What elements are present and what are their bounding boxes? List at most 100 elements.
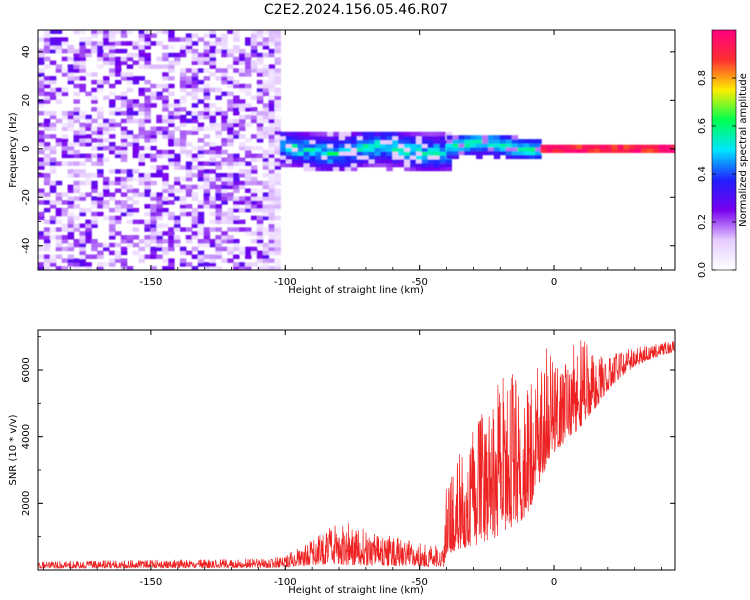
heatmap-cell bbox=[38, 138, 45, 143]
heatmap-cell bbox=[274, 45, 282, 50]
heatmap-cell bbox=[109, 215, 116, 221]
snr-x-label: Height of straight line (km) bbox=[288, 585, 424, 596]
heatmap-cell bbox=[97, 196, 104, 201]
heatmap-cell bbox=[297, 147, 305, 152]
heatmap-cell bbox=[49, 145, 57, 151]
heatmap-cell bbox=[433, 139, 441, 145]
heatmap-cell bbox=[73, 48, 81, 54]
heatmap-cell bbox=[168, 76, 175, 81]
heatmap-cell bbox=[221, 41, 228, 46]
heatmap-cell bbox=[274, 114, 282, 120]
heatmap-cell bbox=[114, 64, 122, 69]
heatmap-cell bbox=[433, 166, 441, 172]
heatmap-cell bbox=[421, 159, 429, 164]
heatmap-cell bbox=[250, 107, 258, 112]
heatmap-cell bbox=[73, 107, 81, 112]
heatmap-cell bbox=[209, 45, 217, 50]
heatmap-cell bbox=[262, 83, 270, 89]
heatmap-cell bbox=[274, 242, 282, 248]
heatmap-cell bbox=[179, 72, 187, 77]
heatmap-cell bbox=[114, 41, 122, 46]
heatmap-cell bbox=[209, 118, 217, 124]
heatmap-cell bbox=[327, 131, 334, 137]
heatmap-cell bbox=[197, 223, 205, 228]
heatmap-cell bbox=[511, 143, 519, 148]
heatmap-cell bbox=[215, 215, 222, 221]
heatmap-cell bbox=[174, 56, 181, 62]
heatmap-cell bbox=[327, 162, 334, 168]
heatmap-cell bbox=[144, 107, 151, 112]
heatmap-cell bbox=[168, 215, 175, 221]
heatmap-cell bbox=[239, 227, 246, 232]
heatmap-cell bbox=[239, 122, 246, 128]
heatmap-cell bbox=[203, 173, 211, 178]
heatmap-cell bbox=[138, 258, 146, 263]
heatmap-cell bbox=[576, 148, 583, 153]
heatmap-cell bbox=[268, 266, 276, 270]
heatmap-cell bbox=[126, 64, 134, 69]
heatmap-cell bbox=[315, 131, 322, 137]
heatmap-cell bbox=[227, 64, 234, 69]
heatmap-cell bbox=[215, 254, 222, 259]
heatmap-cell bbox=[470, 143, 477, 148]
heatmap-cell bbox=[233, 118, 240, 124]
heatmap-cell bbox=[344, 162, 352, 168]
heatmap-cell bbox=[227, 91, 234, 97]
heatmap-cell bbox=[623, 144, 630, 150]
heatmap-cell bbox=[126, 169, 134, 174]
heatmap-cell bbox=[262, 68, 270, 73]
heatmap-cell bbox=[333, 139, 340, 145]
heatmap-cell bbox=[221, 48, 228, 54]
heatmap-cell bbox=[256, 87, 264, 93]
heatmap-cell bbox=[268, 122, 276, 128]
heatmap-cell bbox=[250, 204, 258, 209]
heatmap-cell bbox=[339, 151, 346, 156]
heatmap-cell bbox=[535, 146, 542, 152]
heatmap-cell bbox=[233, 262, 240, 267]
heatmap-cell bbox=[103, 262, 110, 267]
heatmap-cell bbox=[268, 76, 276, 81]
heatmap-cell bbox=[274, 153, 282, 159]
heatmap-cell bbox=[79, 122, 86, 128]
heatmap-cell bbox=[109, 60, 116, 65]
heatmap-cell bbox=[79, 48, 86, 54]
heatmap-cell bbox=[303, 162, 311, 168]
heatmap-cell bbox=[664, 148, 672, 153]
heatmap-cell bbox=[132, 227, 140, 232]
heatmap-cell bbox=[197, 145, 205, 151]
heatmap-cell bbox=[174, 126, 181, 131]
heatmap-cell bbox=[156, 196, 163, 201]
heatmap-cell bbox=[587, 144, 595, 150]
heatmap-cell bbox=[120, 153, 128, 159]
heatmap-cell bbox=[285, 147, 293, 152]
heatmap-cell bbox=[658, 144, 666, 150]
heatmap-cell bbox=[197, 169, 205, 174]
heatmap-cell bbox=[203, 266, 211, 270]
heatmap-cell bbox=[421, 162, 429, 168]
heatmap-cell bbox=[197, 68, 205, 73]
heatmap-cell bbox=[49, 87, 57, 93]
heatmap-cell bbox=[43, 41, 51, 46]
heatmap-cell bbox=[55, 64, 63, 69]
heatmap-cell bbox=[67, 231, 75, 236]
heatmap-cell bbox=[333, 143, 340, 148]
heatmap-cell bbox=[126, 188, 134, 193]
heatmap-cell bbox=[138, 161, 146, 166]
heatmap-cell bbox=[138, 246, 146, 252]
heatmap-cell bbox=[262, 231, 270, 236]
heatmap-cell bbox=[511, 150, 519, 156]
heatmap-cell bbox=[421, 151, 429, 156]
heatmap-cell bbox=[303, 155, 311, 160]
heatmap-cell bbox=[517, 146, 525, 152]
colorbar-gradient bbox=[712, 30, 736, 270]
heatmap-cell bbox=[85, 122, 92, 128]
heatmap-cell bbox=[162, 188, 169, 193]
heatmap-cell bbox=[233, 204, 240, 209]
heatmap-cell bbox=[268, 242, 276, 248]
heatmap-cell bbox=[209, 145, 217, 151]
heatmap-cell bbox=[227, 215, 234, 221]
heatmap-cell bbox=[109, 196, 116, 201]
heatmap-cell bbox=[49, 134, 57, 139]
heatmap-cell bbox=[239, 262, 246, 267]
heatmap-cell bbox=[109, 126, 116, 131]
